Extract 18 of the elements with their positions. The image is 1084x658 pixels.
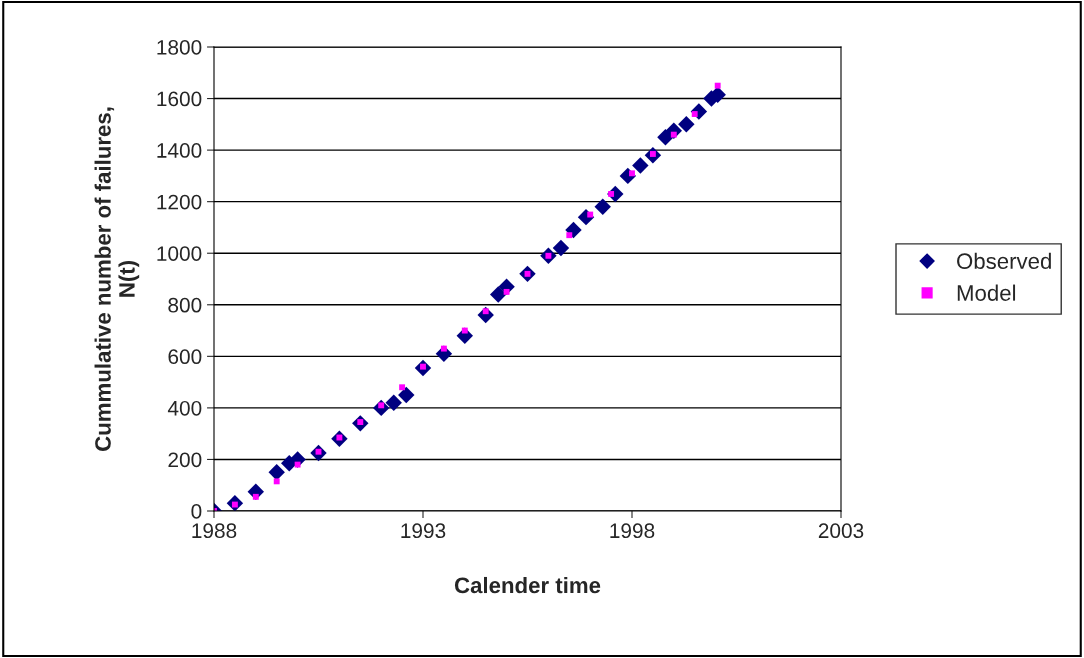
y-tick-label: 1000 <box>157 246 202 261</box>
y-tick-label: 1400 <box>157 143 202 158</box>
x-tick-label: 1998 <box>610 523 655 539</box>
y-tick-label: 1600 <box>157 91 202 107</box>
y-tick-label: 400 <box>167 400 202 416</box>
y-tick-label: 800 <box>168 297 202 313</box>
x-tick-label: 2003 <box>818 523 864 539</box>
y-tick-label: 1800 <box>157 40 202 55</box>
y-axis-title: Cummulative number of failures, N(t) <box>94 107 140 451</box>
x-axis-title: Calender time <box>454 576 601 594</box>
y-tick-label: 200 <box>168 452 202 468</box>
legend-label: Model <box>957 284 1016 301</box>
y-tick-label: 1200 <box>157 194 202 210</box>
x-tick-label: 1988 <box>192 523 237 539</box>
x-tick-label: 1993 <box>401 523 446 539</box>
y-tick-label: 600 <box>168 349 202 365</box>
legend-label: Observed <box>957 252 1051 270</box>
y-tick-label: 0 <box>191 504 202 519</box>
